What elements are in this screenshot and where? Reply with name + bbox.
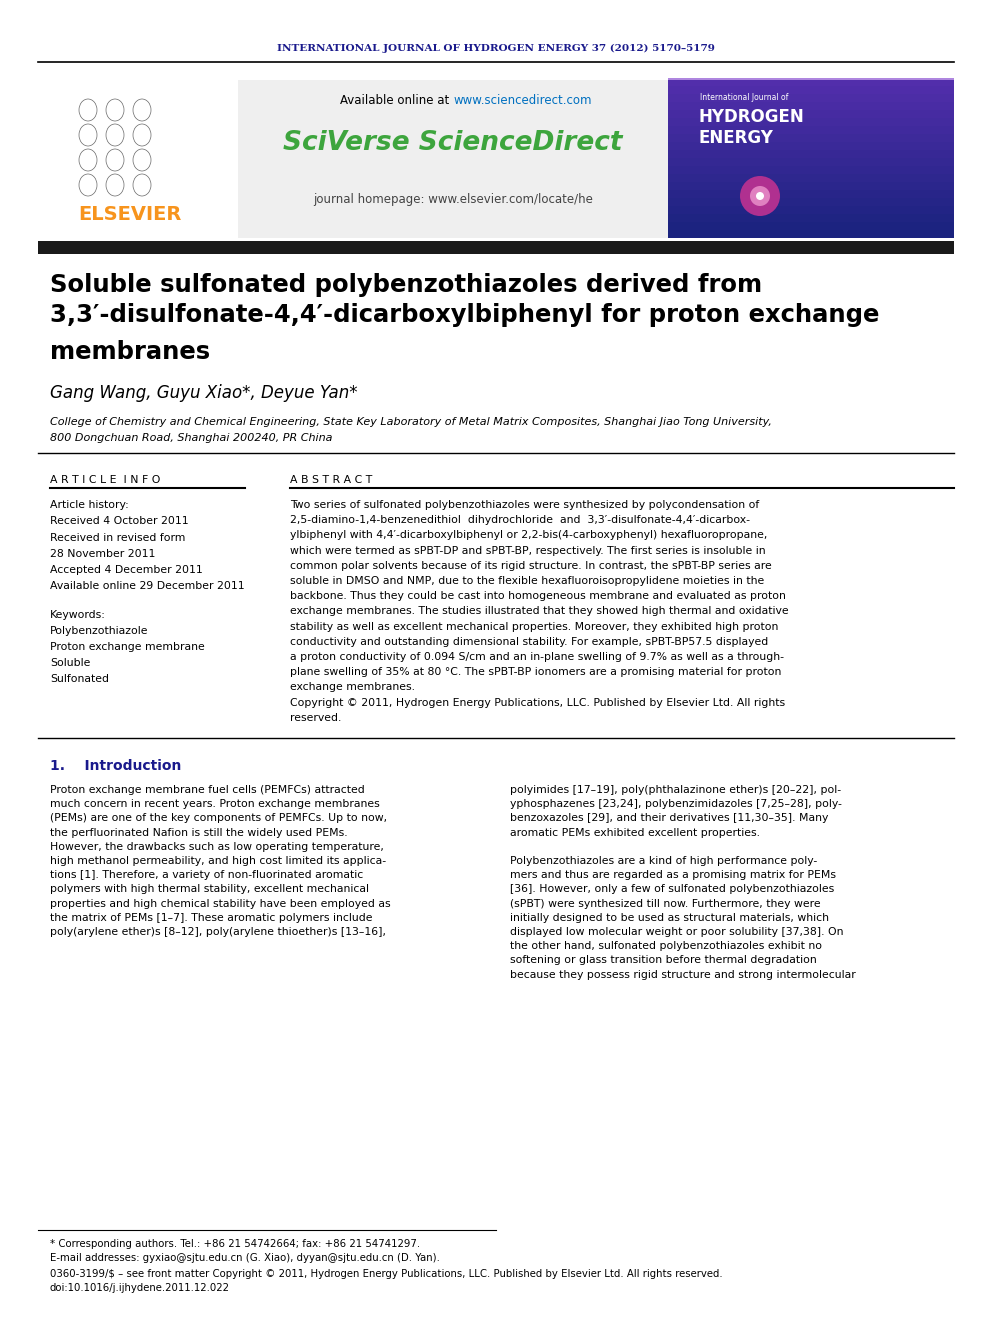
Text: polymers with high thermal stability, excellent mechanical: polymers with high thermal stability, ex… xyxy=(50,884,369,894)
Bar xyxy=(668,191,954,198)
Text: * Corresponding authors. Tel.: +86 21 54742664; fax: +86 21 54741297.: * Corresponding authors. Tel.: +86 21 54… xyxy=(50,1240,421,1249)
Text: Keywords:: Keywords: xyxy=(50,610,106,620)
Bar xyxy=(238,79,668,238)
Text: College of Chemistry and Chemical Engineering, State Key Laboratory of Metal Mat: College of Chemistry and Chemical Engine… xyxy=(50,417,772,427)
Text: yphosphazenes [23,24], polybenzimidazoles [7,25–28], poly-: yphosphazenes [23,24], polybenzimidazole… xyxy=(510,799,842,810)
Text: conductivity and outstanding dimensional stability. For example, sPBT-BP57.5 dis: conductivity and outstanding dimensional… xyxy=(290,636,768,647)
Text: ELSEVIER: ELSEVIER xyxy=(78,205,182,225)
Bar xyxy=(668,157,954,165)
Text: 800 Dongchuan Road, Shanghai 200240, PR China: 800 Dongchuan Road, Shanghai 200240, PR … xyxy=(50,433,332,443)
Text: Available online at: Available online at xyxy=(340,94,453,106)
Bar xyxy=(668,134,954,142)
Text: properties and high chemical stability have been employed as: properties and high chemical stability h… xyxy=(50,898,391,909)
Text: 3,3′-disulfonate-4,4′-dicarboxylbiphenyl for proton exchange: 3,3′-disulfonate-4,4′-dicarboxylbiphenyl… xyxy=(50,303,879,327)
Text: A R T I C L E  I N F O: A R T I C L E I N F O xyxy=(50,475,161,486)
Bar xyxy=(668,222,954,230)
Text: which were termed as sPBT-DP and sPBT-BP, respectively. The first series is inso: which were termed as sPBT-DP and sPBT-BP… xyxy=(290,545,766,556)
Text: initially designed to be used as structural materials, which: initially designed to be used as structu… xyxy=(510,913,829,923)
Text: membranes: membranes xyxy=(50,340,210,364)
Circle shape xyxy=(740,176,780,216)
Text: Copyright © 2011, Hydrogen Energy Publications, LLC. Published by Elsevier Ltd. : Copyright © 2011, Hydrogen Energy Public… xyxy=(290,697,785,708)
Text: Accepted 4 December 2011: Accepted 4 December 2011 xyxy=(50,565,202,576)
Bar xyxy=(668,214,954,222)
Text: the matrix of PEMs [1–7]. These aromatic polymers include: the matrix of PEMs [1–7]. These aromatic… xyxy=(50,913,373,923)
Text: exchange membranes.: exchange membranes. xyxy=(290,683,415,692)
Text: reserved.: reserved. xyxy=(290,713,341,722)
Text: A B S T R A C T: A B S T R A C T xyxy=(290,475,372,486)
Circle shape xyxy=(756,192,764,200)
Text: Polybenzothiazoles are a kind of high performance poly-: Polybenzothiazoles are a kind of high pe… xyxy=(510,856,817,867)
Text: 2,5-diamino-1,4-benzenedithiol  dihydrochloride  and  3,3′-disulfonate-4,4′-dica: 2,5-diamino-1,4-benzenedithiol dihydroch… xyxy=(290,515,750,525)
Text: backbone. Thus they could be cast into homogeneous membrane and evaluated as pro: backbone. Thus they could be cast into h… xyxy=(290,591,786,601)
Text: exchange membranes. The studies illustrated that they showed high thermal and ox: exchange membranes. The studies illustra… xyxy=(290,606,789,617)
Text: However, the drawbacks such as low operating temperature,: However, the drawbacks such as low opera… xyxy=(50,841,384,852)
Bar xyxy=(668,126,954,134)
Text: Gang Wang, Guyu Xiao*, Deyue Yan*: Gang Wang, Guyu Xiao*, Deyue Yan* xyxy=(50,384,358,402)
Bar xyxy=(668,198,954,206)
Bar xyxy=(668,206,954,214)
Text: poly(arylene ether)s [8–12], poly(arylene thioether)s [13–16],: poly(arylene ether)s [8–12], poly(arylen… xyxy=(50,927,386,937)
Bar xyxy=(668,142,954,149)
Text: the other hand, sulfonated polybenzothiazoles exhibit no: the other hand, sulfonated polybenzothia… xyxy=(510,941,822,951)
Bar xyxy=(668,102,954,110)
Text: doi:10.1016/j.ijhydene.2011.12.022: doi:10.1016/j.ijhydene.2011.12.022 xyxy=(50,1283,230,1293)
Text: 0360-3199/$ – see front matter Copyright © 2011, Hydrogen Energy Publications, L: 0360-3199/$ – see front matter Copyright… xyxy=(50,1269,722,1279)
Text: common polar solvents because of its rigid structure. In contrast, the sPBT-BP s: common polar solvents because of its rig… xyxy=(290,561,772,570)
Text: a proton conductivity of 0.094 S/cm and an in-plane swelling of 9.7% as well as : a proton conductivity of 0.094 S/cm and … xyxy=(290,652,784,662)
Bar xyxy=(668,86,954,94)
Text: stability as well as excellent mechanical properties. Moreover, they exhibited h: stability as well as excellent mechanica… xyxy=(290,622,779,631)
Text: International Journal of: International Journal of xyxy=(700,93,789,102)
Bar xyxy=(668,79,954,238)
Bar xyxy=(38,241,954,254)
Text: Two series of sulfonated polybenzothiazoles were synthesized by polycondensation: Two series of sulfonated polybenzothiazo… xyxy=(290,500,759,509)
Text: Received in revised form: Received in revised form xyxy=(50,533,186,542)
Circle shape xyxy=(750,187,770,206)
Text: Sulfonated: Sulfonated xyxy=(50,673,109,684)
Text: journal homepage: www.elsevier.com/locate/he: journal homepage: www.elsevier.com/locat… xyxy=(313,193,593,206)
Text: Available online 29 December 2011: Available online 29 December 2011 xyxy=(50,581,245,591)
Text: 28 November 2011: 28 November 2011 xyxy=(50,549,156,560)
Text: polyimides [17–19], poly(phthalazinone ether)s [20–22], pol-: polyimides [17–19], poly(phthalazinone e… xyxy=(510,785,841,795)
Bar xyxy=(668,78,954,86)
Text: tions [1]. Therefore, a variety of non-fluorinated aromatic: tions [1]. Therefore, a variety of non-f… xyxy=(50,871,363,880)
Bar xyxy=(668,183,954,191)
Text: [36]. However, only a few of sulfonated polybenzothiazoles: [36]. However, only a few of sulfonated … xyxy=(510,884,834,894)
Text: (sPBT) were synthesized till now. Furthermore, they were: (sPBT) were synthesized till now. Furthe… xyxy=(510,898,820,909)
Text: ENERGY: ENERGY xyxy=(698,130,773,147)
Text: 1.    Introduction: 1. Introduction xyxy=(50,759,182,773)
Text: E-mail addresses: gyxiao@sjtu.edu.cn (G. Xiao), dyyan@sjtu.edu.cn (D. Yan).: E-mail addresses: gyxiao@sjtu.edu.cn (G.… xyxy=(50,1253,439,1263)
Text: INTERNATIONAL JOURNAL OF HYDROGEN ENERGY 37 (2012) 5170–5179: INTERNATIONAL JOURNAL OF HYDROGEN ENERGY… xyxy=(277,44,715,53)
Text: Proton exchange membrane fuel cells (PEMFCs) attracted: Proton exchange membrane fuel cells (PEM… xyxy=(50,785,365,795)
Text: Article history:: Article history: xyxy=(50,500,129,509)
Bar xyxy=(668,149,954,157)
Text: high methanol permeability, and high cost limited its applica-: high methanol permeability, and high cos… xyxy=(50,856,386,867)
Text: displayed low molecular weight or poor solubility [37,38]. On: displayed low molecular weight or poor s… xyxy=(510,927,843,937)
Bar xyxy=(668,94,954,102)
Text: HYDROGEN: HYDROGEN xyxy=(698,108,804,126)
Text: aromatic PEMs exhibited excellent properties.: aromatic PEMs exhibited excellent proper… xyxy=(510,828,760,837)
Text: www.sciencedirect.com: www.sciencedirect.com xyxy=(453,94,591,106)
Text: Received 4 October 2011: Received 4 October 2011 xyxy=(50,516,188,527)
Text: softening or glass transition before thermal degradation: softening or glass transition before the… xyxy=(510,955,816,966)
Text: because they possess rigid structure and strong intermolecular: because they possess rigid structure and… xyxy=(510,970,856,979)
Text: mers and thus are regarded as a promising matrix for PEMs: mers and thus are regarded as a promisin… xyxy=(510,871,836,880)
Text: much concern in recent years. Proton exchange membranes: much concern in recent years. Proton exc… xyxy=(50,799,380,810)
Text: soluble in DMSO and NMP, due to the flexible hexafluoroisopropylidene moieties i: soluble in DMSO and NMP, due to the flex… xyxy=(290,576,764,586)
Bar xyxy=(668,230,954,238)
Text: SciVerse ScienceDirect: SciVerse ScienceDirect xyxy=(284,130,623,156)
Text: Polybenzothiazole: Polybenzothiazole xyxy=(50,626,149,636)
Bar xyxy=(668,165,954,175)
Text: Soluble sulfonated polybenzothiazoles derived from: Soluble sulfonated polybenzothiazoles de… xyxy=(50,273,762,296)
Text: ylbiphenyl with 4,4′-dicarboxylbiphenyl or 2,2-bis(4-carboxyphenyl) hexafluoropr: ylbiphenyl with 4,4′-dicarboxylbiphenyl … xyxy=(290,531,768,540)
Bar xyxy=(668,118,954,126)
Text: benzoxazoles [29], and their derivatives [11,30–35]. Many: benzoxazoles [29], and their derivatives… xyxy=(510,814,828,823)
Bar xyxy=(668,110,954,118)
Text: plane swelling of 35% at 80 °C. The sPBT-BP ionomers are a promising material fo: plane swelling of 35% at 80 °C. The sPBT… xyxy=(290,667,782,677)
Text: Soluble: Soluble xyxy=(50,658,90,668)
Bar xyxy=(668,175,954,183)
Text: Proton exchange membrane: Proton exchange membrane xyxy=(50,642,204,652)
Text: (PEMs) are one of the key components of PEMFCs. Up to now,: (PEMs) are one of the key components of … xyxy=(50,814,387,823)
Text: the perfluorinated Nafion is still the widely used PEMs.: the perfluorinated Nafion is still the w… xyxy=(50,828,347,837)
